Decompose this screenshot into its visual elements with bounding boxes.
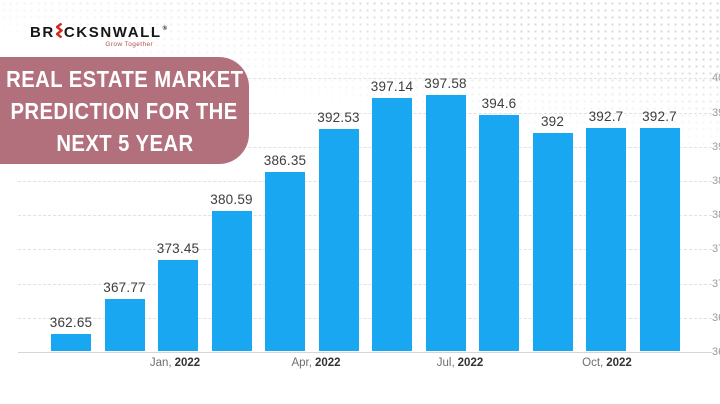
- x-label-month: Jan,: [149, 357, 172, 369]
- bar: [318, 129, 359, 352]
- x-axis-label: Jan, 2022: [120, 357, 230, 369]
- bar: [532, 133, 573, 352]
- y-axis-label: 360: [712, 346, 720, 358]
- x-label-month: Jul,: [436, 357, 455, 369]
- x-axis-label: Jul, 2022: [405, 357, 515, 369]
- bar-value-label: 392.7: [588, 109, 624, 125]
- y-axis-label: 365: [712, 311, 720, 324]
- logo-text-left: BR: [30, 24, 55, 41]
- x-label-year: 2022: [174, 357, 201, 369]
- bar: [586, 128, 626, 352]
- bar: [639, 128, 680, 352]
- bar: [265, 171, 305, 352]
- bar: [158, 260, 198, 352]
- bar-value-label: 392.7: [642, 109, 677, 125]
- bricksnwall-logo: BR CKSNWALL ® Grow Together: [30, 22, 167, 49]
- brick-zigzag-icon: [55, 23, 63, 38]
- bar-value-label: 397.58: [424, 75, 467, 91]
- x-label-month: Oct,: [582, 357, 604, 369]
- y-axis-label: 385: [712, 175, 720, 187]
- title-line-3: NEXT 5 YEAR: [55, 129, 194, 156]
- y-axis-label: 390: [712, 140, 720, 153]
- x-label-month: Apr,: [291, 357, 312, 369]
- x-label-year: 2022: [314, 357, 341, 369]
- bar-value-label: 373.45: [156, 241, 200, 256]
- gridline: [18, 249, 712, 251]
- registered-mark: ®: [162, 26, 168, 32]
- bar: [211, 211, 252, 352]
- bar: [372, 97, 412, 352]
- bar-value-label: 380.59: [210, 192, 253, 208]
- y-axis-label: 380: [712, 209, 720, 222]
- bar-value-label: 367.77: [103, 279, 146, 295]
- gridline: [18, 181, 712, 182]
- logo-tagline: Grow Together: [105, 41, 154, 48]
- bar: [104, 298, 145, 352]
- x-axis-line: [18, 352, 712, 353]
- x-axis-label: Oct, 2022: [552, 357, 662, 369]
- bar: [479, 115, 519, 352]
- title-line-1: REAL ESTATE MARKET: [5, 65, 244, 92]
- y-axis-label: 400: [712, 72, 720, 85]
- bar-value-label: 397.14: [370, 78, 414, 94]
- y-axis-label: 370: [712, 277, 720, 290]
- bar: [425, 94, 466, 352]
- gridline: [18, 215, 712, 217]
- x-label-year: 2022: [606, 357, 632, 369]
- bar-value-label: 392.53: [317, 110, 360, 126]
- gridline: [18, 317, 712, 319]
- gridline: [18, 283, 712, 285]
- gridline: [18, 112, 712, 114]
- logo-wordmark: BR CKSNWALL ®: [30, 22, 167, 40]
- gridline: [18, 146, 712, 148]
- y-axis-label: 375: [712, 243, 720, 256]
- bar-value-label: 362.65: [49, 314, 93, 330]
- x-label-year: 2022: [457, 357, 484, 369]
- title-line-2: PREDICTION FOR THE: [10, 97, 239, 124]
- y-axis-label: 395: [712, 106, 720, 119]
- x-axis-label: Apr, 2022: [261, 357, 371, 369]
- bar-value-label: 386.35: [263, 152, 307, 168]
- bar-value-label: 394.6: [481, 96, 517, 112]
- title-banner: REAL ESTATE MARKET PREDICTION FOR THE NE…: [0, 57, 249, 164]
- logo-text-right: CKSNWALL: [63, 24, 162, 41]
- bar-value-label: 392: [540, 114, 565, 130]
- bar: [51, 333, 91, 352]
- gridline: [18, 78, 712, 80]
